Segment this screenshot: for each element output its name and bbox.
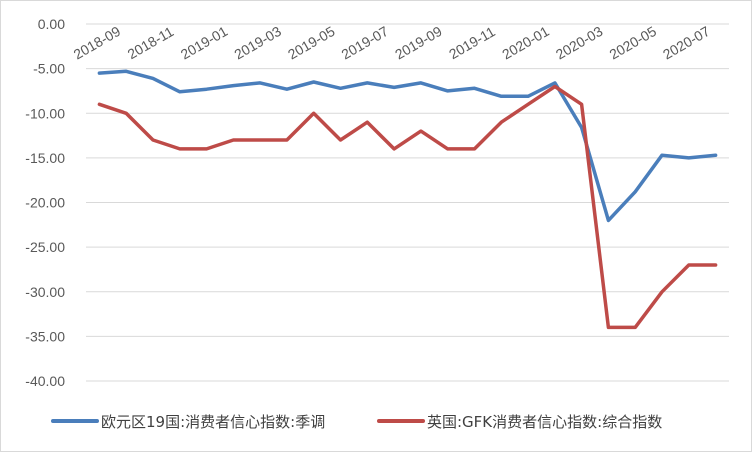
y-tick-label: 0.00 [38,16,65,32]
y-tick-label: -10.00 [25,105,65,121]
y-tick-label: -40.00 [25,373,65,389]
series-line-0 [97,69,718,223]
y-tick-label: -35.00 [25,328,65,344]
x-tick-label: 2018-09 [71,23,124,63]
legend-label-eurozone: 欧元区19国:消费者信心指数:季调 [101,413,325,431]
x-tick-label: 2020-05 [606,23,659,63]
x-tick-label: 2020-01 [499,23,552,63]
x-tick-label: 2019-05 [285,23,338,63]
series-line-1 [97,84,718,330]
x-tick-label: 2019-07 [339,23,392,63]
x-tick-label: 2020-07 [660,23,713,63]
y-tick-label: -5.00 [33,61,65,77]
legend: 欧元区19国:消费者信心指数:季调 英国:GFK消费者信心指数:综合指数 [51,413,662,431]
x-tick-label: 2020-03 [553,23,606,63]
y-tick-label: -20.00 [25,195,65,211]
legend-label-uk: 英国:GFK消费者信心指数:综合指数 [427,413,662,431]
x-tick-label: 2019-11 [446,23,498,62]
y-tick-label: -15.00 [25,150,65,166]
x-tick-label: 2019-09 [392,23,445,63]
x-tick-label: 2018-11 [125,23,177,62]
y-tick-label: -25.00 [25,239,65,255]
x-tick-label: 2019-03 [231,23,284,63]
y-tick-label: -30.00 [25,284,65,300]
x-tick-label: 2019-01 [178,23,231,63]
